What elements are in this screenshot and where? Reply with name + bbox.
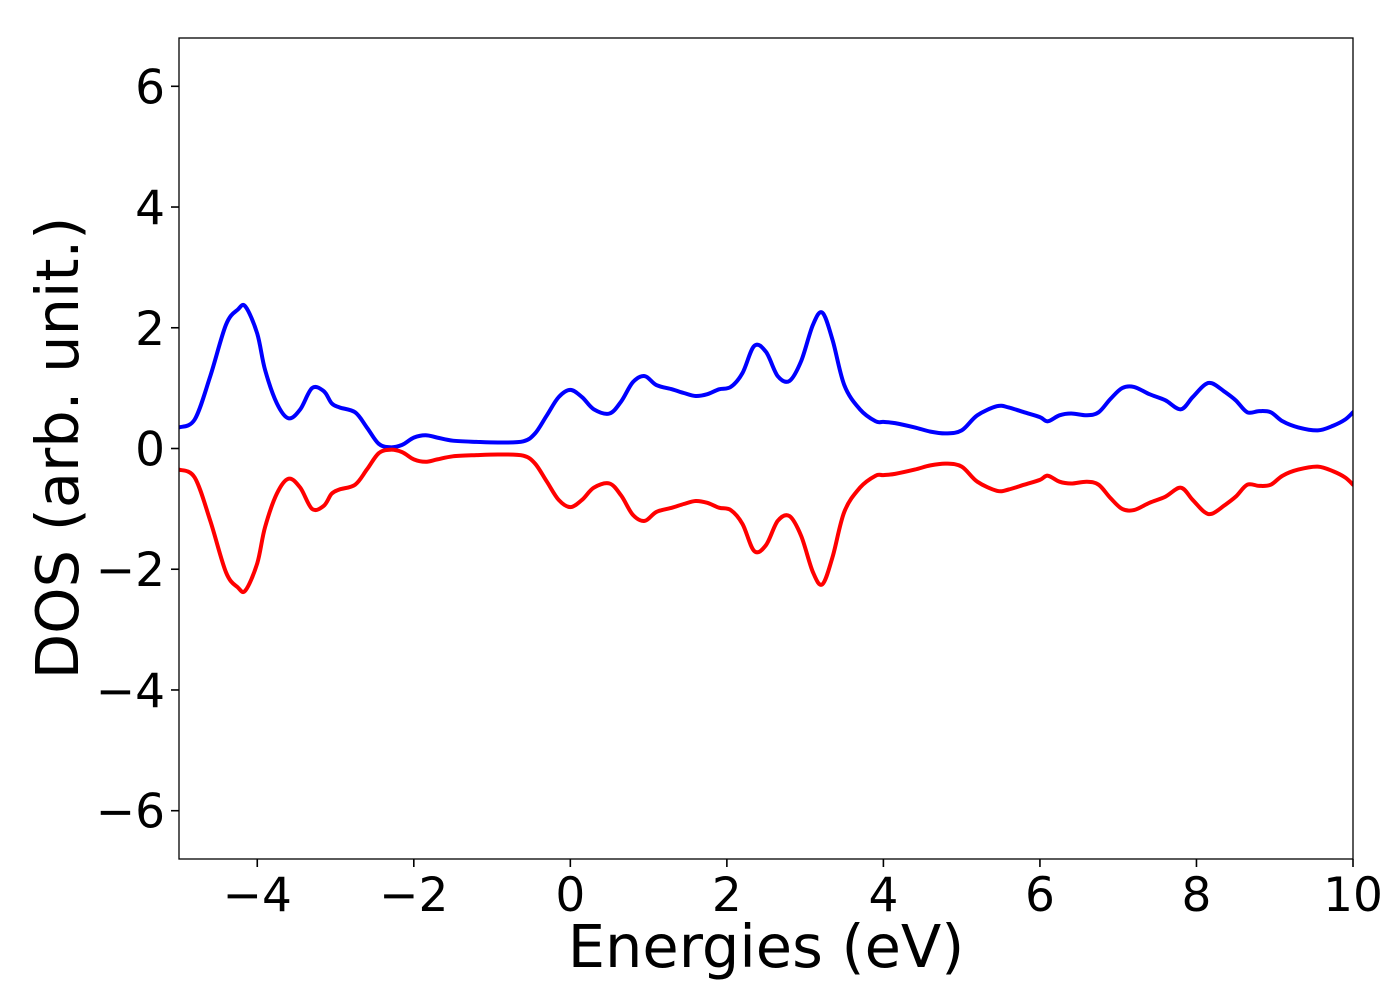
x-tick-label: −4 [223, 868, 292, 923]
y-tick-label: 2 [135, 302, 165, 357]
x-tick-label: 8 [1182, 868, 1212, 923]
y-tick-label: −6 [96, 785, 165, 840]
plot-frame [178, 37, 1354, 860]
y-tick-label: 6 [135, 60, 165, 115]
x-tick-label: −2 [379, 868, 448, 923]
series-layer [179, 302, 1353, 595]
y-axis-title: DOS (arb. unit.) [23, 217, 92, 680]
y-axis: −6 −4 −2 0 2 4 6 [96, 60, 179, 840]
y-tick-label: −2 [96, 543, 165, 598]
x-tick-label: 0 [555, 868, 585, 923]
y-tick-label: −4 [96, 664, 165, 719]
y-tick-label: 4 [135, 181, 165, 236]
spin-up-dos-line [179, 302, 1353, 450]
x-tick-label: 10 [1323, 868, 1383, 923]
x-tick-label: 6 [1025, 868, 1055, 923]
x-tick-label: 2 [712, 868, 742, 923]
x-axis-title: Energies (eV) [568, 912, 965, 981]
spin-down-dos-line [179, 447, 1353, 595]
y-tick-label: 0 [135, 423, 165, 478]
x-tick-label: 4 [868, 868, 898, 923]
x-axis: −4 −2 0 2 4 6 8 10 [223, 859, 1383, 923]
